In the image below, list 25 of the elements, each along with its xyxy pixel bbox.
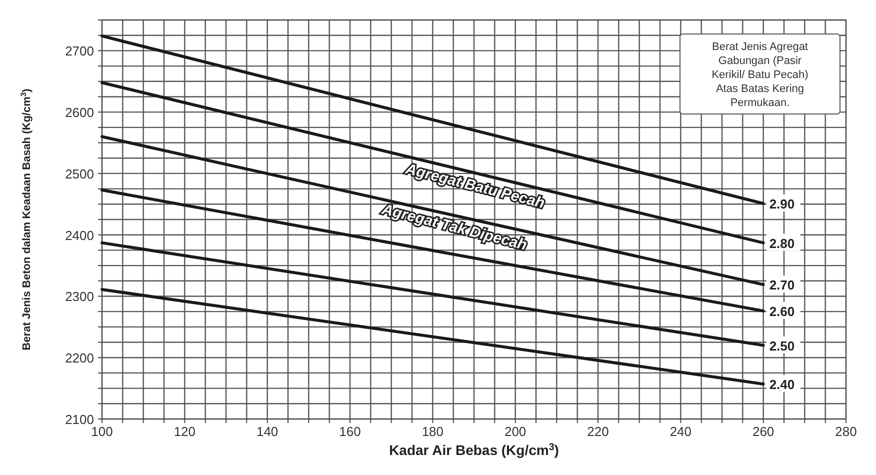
- annotation: Berat Jenis Agregat Gabungan (Pasir Kerikil/ Batu Pecah) Atas Batas Kering Permukaan.: [712, 41, 808, 109]
- series-label: 2.70: [769, 278, 795, 293]
- x-tick-label: 180: [422, 424, 444, 439]
- x-tick-label: 120: [174, 424, 196, 439]
- y-tick-label: 2500: [65, 166, 94, 182]
- y-tick-label: 2100: [65, 412, 94, 427]
- x-tick-label: 260: [752, 424, 774, 439]
- x-tick-label: 100: [91, 424, 113, 439]
- series-label: 2.50: [769, 338, 795, 354]
- x-tick-label: 160: [339, 424, 361, 439]
- y-tick-label: 2400: [65, 228, 94, 243]
- x-tick-label: 220: [587, 424, 609, 439]
- y-tick-label: 2300: [65, 289, 94, 304]
- x-tick-label: 140: [256, 424, 278, 439]
- x-tick-label: 240: [670, 424, 692, 439]
- y-tick-label: 2600: [65, 105, 94, 120]
- y-tick-label: 2200: [65, 350, 94, 366]
- series-label: 2.80: [769, 236, 795, 251]
- series-label: 2.40: [769, 377, 795, 392]
- x-tick-label: 200: [504, 424, 526, 439]
- series-label: 2.90: [769, 196, 795, 212]
- y-tick-label: 2700: [65, 44, 94, 59]
- x-tick-label: 280: [835, 424, 857, 439]
- series-label: 2.60: [769, 304, 795, 319]
- x-axis-title: Kadar Air Bebas (Kg/cm$^{3}$): [389, 442, 559, 458]
